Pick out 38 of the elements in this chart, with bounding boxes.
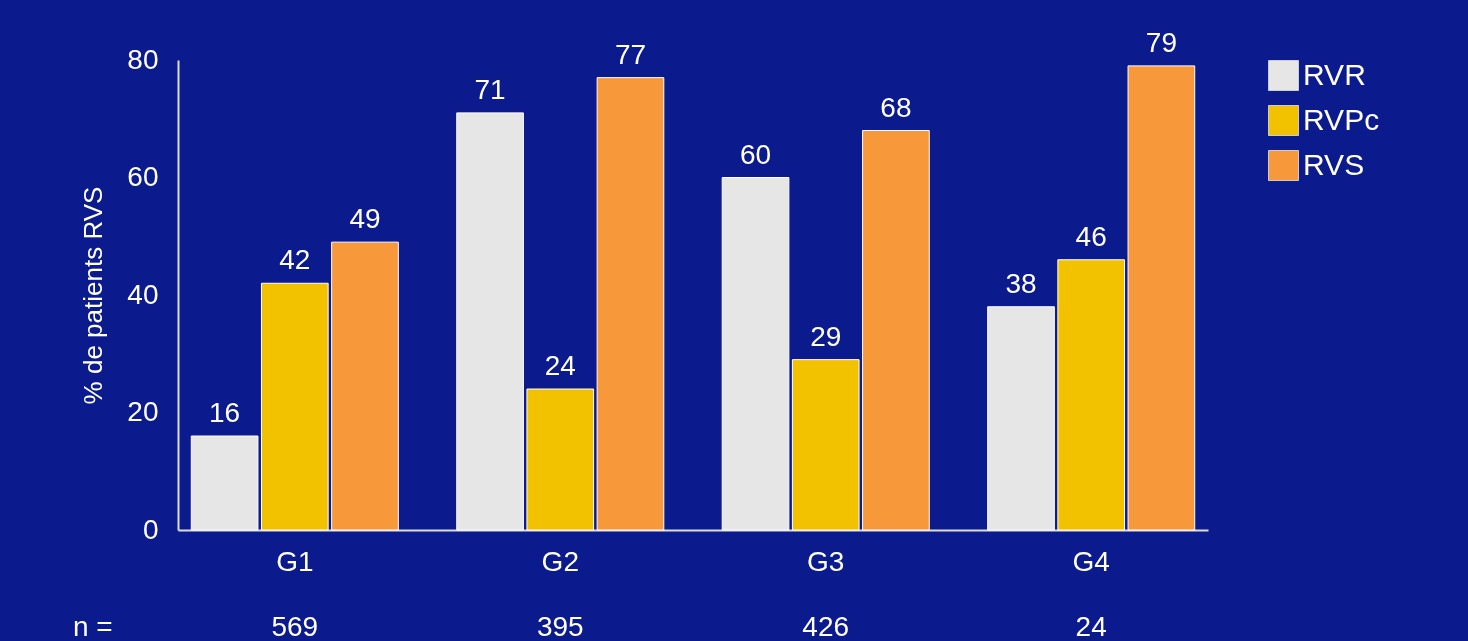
- text: 395: [536, 611, 584, 641]
- bar: [596, 77, 665, 531]
- data-label: 24: [544, 350, 576, 381]
- legend-label: RVS: [1303, 147, 1365, 181]
- bar: [1057, 259, 1126, 531]
- y-tick-label: 0: [142, 513, 159, 545]
- data-label: 77: [614, 38, 647, 70]
- bar: [526, 388, 595, 531]
- data-label: 49: [349, 203, 381, 235]
- data-label: 71: [474, 73, 506, 105]
- text: 569: [271, 611, 319, 641]
- legend-label: RVR: [1303, 57, 1366, 91]
- text: 24: [1075, 611, 1107, 641]
- legend-label: RVPc: [1303, 102, 1380, 136]
- data-label: 29: [810, 320, 842, 352]
- x-tick-label: G1: [276, 545, 314, 577]
- y-tick-label: 80: [127, 43, 159, 75]
- text: 426: [802, 611, 850, 641]
- bar: [862, 130, 930, 531]
- bar: [260, 282, 329, 531]
- text: n =: [73, 611, 113, 641]
- data-label: 16: [209, 397, 241, 428]
- y-axis-title: % de patients RVS: [78, 186, 109, 405]
- y-tick-label: 60: [127, 161, 159, 192]
- data-label: 42: [279, 244, 311, 276]
- bar: [1127, 65, 1196, 531]
- data-label: 38: [1005, 267, 1037, 299]
- data-label: 60: [739, 138, 772, 170]
- data-label: 46: [1075, 220, 1107, 252]
- bar: [331, 241, 399, 531]
- y-tick-label: 40: [127, 278, 159, 310]
- bar: [791, 359, 860, 531]
- data-label: 79: [1145, 26, 1177, 58]
- x-tick-label: G3: [807, 545, 845, 577]
- x-tick-label: G2: [541, 545, 579, 577]
- y-tick-label: 20: [127, 396, 159, 427]
- x-tick-label: G4: [1072, 545, 1110, 577]
- data-label: 68: [880, 91, 912, 123]
